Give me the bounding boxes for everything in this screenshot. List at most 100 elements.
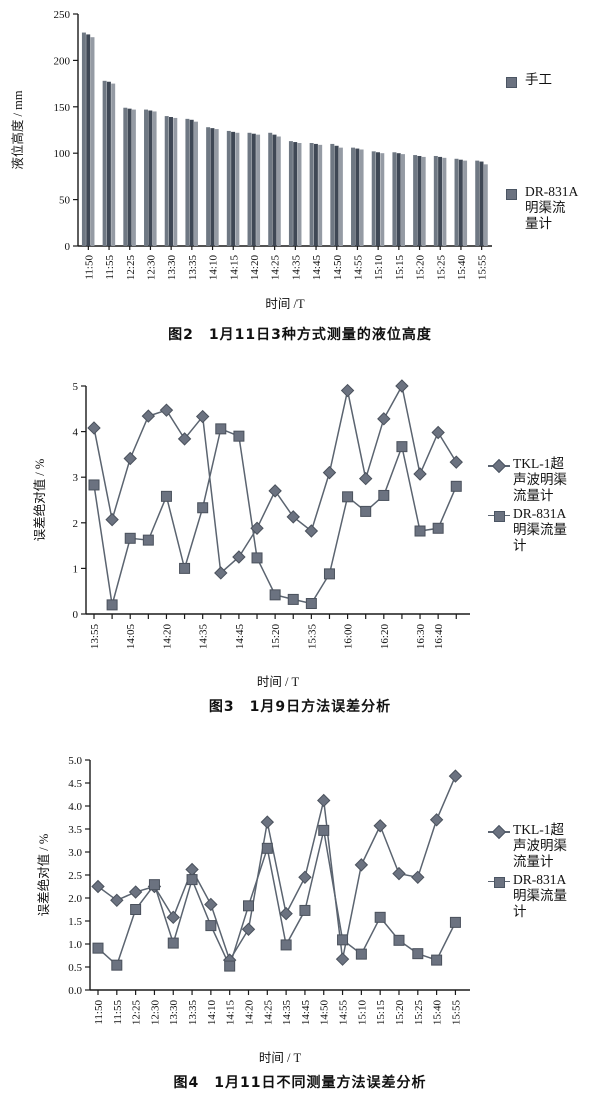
svg-text:16:00: 16:00 [343,624,355,650]
svg-text:4: 4 [73,427,79,439]
svg-text:0.5: 0.5 [68,962,82,974]
svg-text:0.0: 0.0 [68,985,82,997]
svg-text:2.0: 2.0 [68,893,82,905]
figure-3: 0 1 2 3 4 5 误差绝对值 / % 13:55 14:05 14:20 14:35 14:45… [0,372,600,732]
svg-text:2.5: 2.5 [68,870,82,882]
svg-text:14:20: 14:20 [243,1000,255,1026]
svg-text:11:50: 11:50 [93,1000,105,1025]
bar-chart-liquid-level: 0 50 100 150 200 250 液位高度 / mm 11:50 11:55 12:25 1… [10,9,492,311]
legend-item-tkl1: TKL-1超 声波明渠 流量计 [488,456,600,504]
svg-text:100: 100 [54,148,71,160]
figure-3-legend: TKL-1超 声波明渠 流量计 DR-831A 明渠流量 计 [488,456,600,556]
svg-text:15:10: 15:10 [356,1000,368,1026]
svg-text:200: 200 [54,55,71,67]
svg-text:14:45: 14:45 [234,624,246,650]
svg-text:14:50: 14:50 [319,1000,331,1026]
svg-text:15:20: 15:20 [415,255,427,281]
svg-text:15:20: 15:20 [270,624,282,650]
svg-text:14:10: 14:10 [206,1000,218,1026]
svg-text:14:20: 14:20 [249,255,261,281]
svg-text:14:15: 14:15 [228,255,240,281]
svg-text:150: 150 [54,102,71,114]
svg-text:12:25: 12:25 [131,1000,143,1026]
line-chart-error-jan11: 0.0 0.5 1.0 1.5 2.0 2.5 3.0 3.5 4.0 4.5 5.0 误差绝对值 /… [36,755,470,1065]
svg-text:11:55: 11:55 [104,255,116,280]
svg-text:16:40: 16:40 [433,624,445,650]
svg-text:15:55: 15:55 [477,255,489,281]
svg-text:3.0: 3.0 [68,847,82,859]
svg-text:15:25: 15:25 [435,255,447,281]
svg-text:13:55: 13:55 [89,624,101,650]
svg-text:13:35: 13:35 [187,1000,199,1026]
svg-text:14:35: 14:35 [290,255,302,281]
svg-text:4.0: 4.0 [68,801,82,813]
svg-text:15:15: 15:15 [394,255,406,281]
svg-text:13:30: 13:30 [168,1000,180,1026]
svg-text:14:35: 14:35 [281,1000,293,1026]
svg-text:14:35: 14:35 [198,624,210,650]
svg-text:3.5: 3.5 [68,824,82,836]
svg-text:14:25: 14:25 [262,1000,274,1026]
svg-text:3: 3 [73,472,79,484]
svg-text:250: 250 [54,9,71,21]
figure-2-caption: 图2 1月11日3种方式测量的液位高度 [168,327,432,343]
svg-text:时间 / T: 时间 / T [259,1051,302,1065]
svg-text:12:25: 12:25 [125,255,137,281]
square-line-marker-icon [488,876,510,888]
square-marker-icon [500,188,522,200]
svg-text:50: 50 [59,195,71,207]
svg-text:16:20: 16:20 [379,624,391,650]
svg-text:14:55: 14:55 [352,255,364,281]
legend-item-dr831a: DR-831A 明渠流 量计 [500,184,600,232]
square-marker-icon [500,76,522,88]
svg-text:液位高度 / mm: 液位高度 / mm [10,90,25,169]
svg-text:14:15: 14:15 [225,1000,237,1026]
figure-2-plot: 0 50 100 150 200 250 液位高度 / mm 11:50 11:55 12:25 1… [0,0,600,318]
svg-text:14:45: 14:45 [311,255,323,281]
svg-text:14:25: 14:25 [270,255,282,281]
svg-text:时间 / T: 时间 / T [257,675,300,689]
svg-text:13:30: 13:30 [166,255,178,281]
svg-text:14:45: 14:45 [300,1000,312,1026]
svg-text:0: 0 [65,241,71,253]
figure-4-caption: 图4 1月11日不同测量方法误差分析 [173,1075,427,1091]
svg-text:1.5: 1.5 [68,916,82,928]
svg-text:14:05: 14:05 [125,624,137,650]
legend-item-manual: 手工 [500,72,600,88]
figure-4: 0.0 0.5 1.0 1.5 2.0 2.5 3.0 3.5 4.0 4.5 5.0 误差绝对值 /… [0,746,600,1106]
figure-2: 0 50 100 150 200 250 液位高度 / mm 11:50 11:55 12:25 1… [0,0,600,356]
svg-text:5: 5 [73,381,79,393]
svg-text:1: 1 [73,563,79,575]
svg-text:误差绝对值 / %: 误差绝对值 / % [36,834,51,917]
svg-text:11:55: 11:55 [112,1000,124,1025]
svg-text:15:20: 15:20 [394,1000,406,1026]
svg-text:15:40: 15:40 [456,255,468,281]
svg-text:15:55: 15:55 [450,1000,462,1026]
figure-4-legend: TKL-1超 声波明渠 流量计 DR-831A 明渠流量 计 [488,822,600,922]
legend-label: TKL-1超 声波明渠 流量计 [513,456,567,503]
square-line-marker-icon [488,510,510,522]
figure-2-legend: 手工 DR-831A 明渠流 量计 [500,72,600,234]
svg-text:16:30: 16:30 [415,624,427,650]
diamond-line-marker-icon [488,824,510,840]
line-chart-error-jan9: 0 1 2 3 4 5 误差绝对值 / % 13:55 14:05 14:20 14:35 14:45… [32,379,470,689]
figure-4-plot: 0.0 0.5 1.0 1.5 2.0 2.5 3.0 3.5 4.0 4.5 5.0 误差绝对值 /… [0,746,600,1068]
figure-3-caption: 图3 1月9日方法误差分析 [208,699,392,715]
legend-label: DR-831A 明渠流量 计 [513,505,567,553]
svg-text:15:25: 15:25 [413,1000,425,1026]
legend-item-dr831a: DR-831A 明渠流量 计 [488,872,600,920]
svg-text:时间 /T: 时间 /T [265,297,305,311]
svg-text:13:35: 13:35 [187,255,199,281]
legend-label: DR-831A 明渠流量 计 [513,871,567,919]
svg-text:11:50: 11:50 [83,255,95,280]
svg-text:4.5: 4.5 [68,778,82,790]
legend-item-dr831a: DR-831A 明渠流量 计 [488,506,600,554]
svg-text:误差绝对值 / %: 误差绝对值 / % [32,459,47,542]
svg-text:14:50: 14:50 [332,255,344,281]
svg-text:15:10: 15:10 [373,255,385,281]
diamond-line-marker-icon [488,458,510,474]
legend-item-tkl1: TKL-1超 声波明渠 流量计 [488,822,600,870]
svg-text:2: 2 [73,518,79,530]
svg-text:5.0: 5.0 [68,755,82,767]
svg-text:15:35: 15:35 [306,624,318,650]
